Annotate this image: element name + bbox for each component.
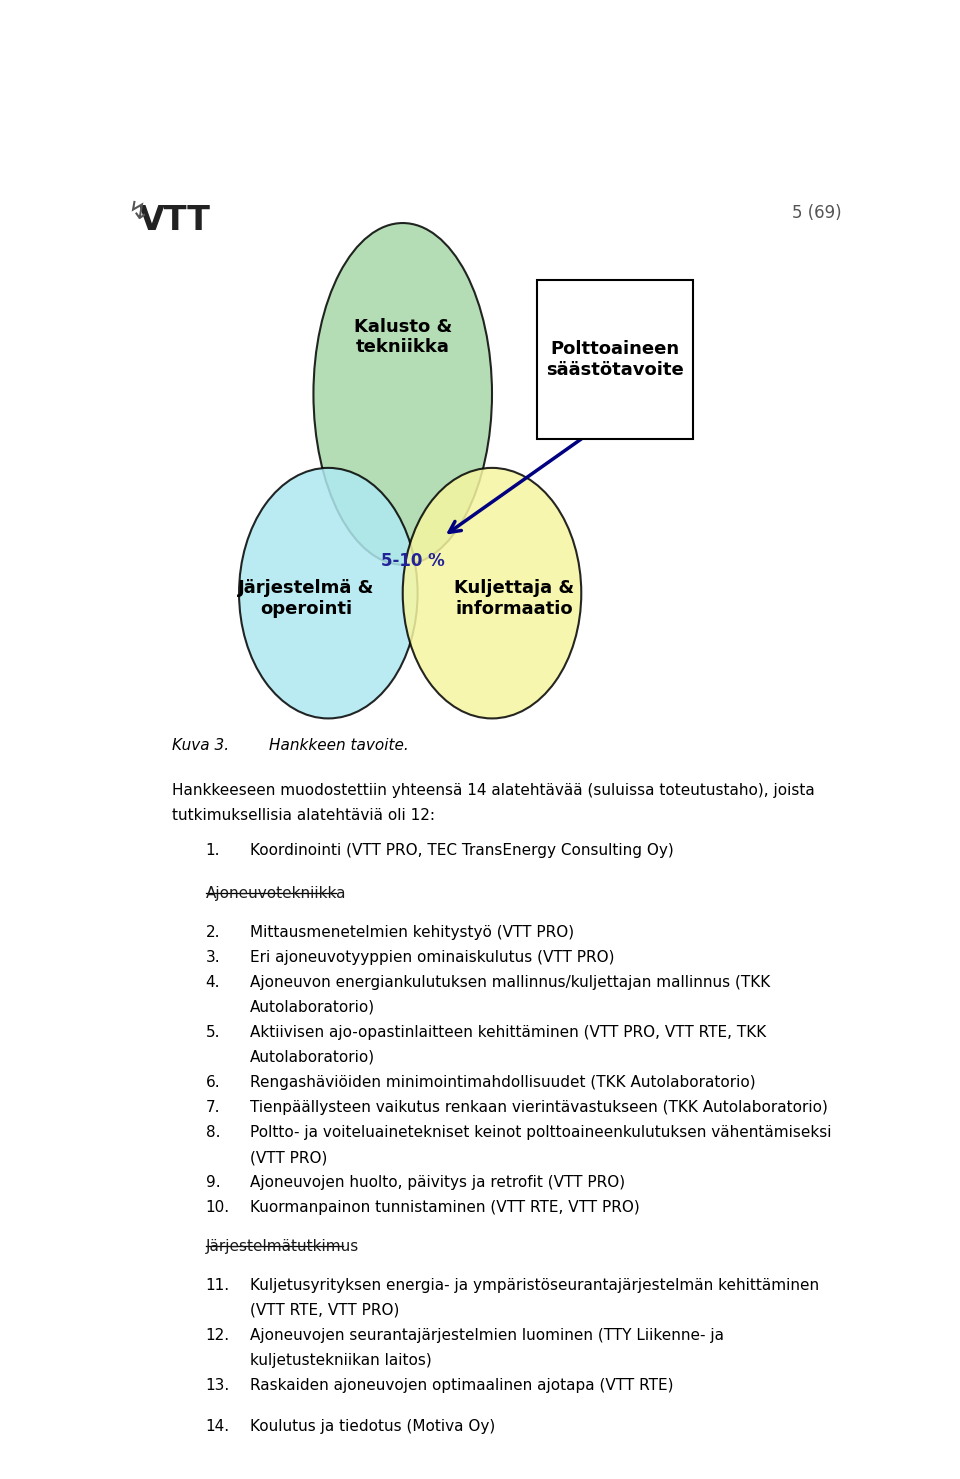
Text: Polttoaineen
säästötavoite: Polttoaineen säästötavoite [546, 340, 684, 379]
Text: Ajoneuvon energiankulutuksen mallinnus/kuljettajan mallinnus (TKK: Ajoneuvon energiankulutuksen mallinnus/k… [251, 975, 771, 989]
Text: Järjestelmä &
operointi: Järjestelmä & operointi [238, 580, 374, 618]
Text: Ajoneuvojen seurantajärjestelmien luominen (TTY Liikenne- ja: Ajoneuvojen seurantajärjestelmien luomin… [251, 1328, 724, 1343]
Text: 8.: 8. [205, 1126, 220, 1140]
Ellipse shape [239, 467, 418, 719]
Text: 9.: 9. [205, 1176, 220, 1191]
Text: (VTT PRO): (VTT PRO) [251, 1151, 327, 1165]
Text: kuljetustekniikan laitos): kuljetustekniikan laitos) [251, 1353, 432, 1368]
Text: Koordinointi (VTT PRO, TEC TransEnergy Consulting Oy): Koordinointi (VTT PRO, TEC TransEnergy C… [251, 843, 674, 858]
Text: 5.: 5. [205, 1025, 220, 1040]
Text: tutkimuksellisia alatehtäviä oli 12:: tutkimuksellisia alatehtäviä oli 12: [172, 809, 435, 824]
Text: Eri ajoneuvotyyppien ominaiskulutus (VTT PRO): Eri ajoneuvotyyppien ominaiskulutus (VTT… [251, 950, 614, 964]
Text: Aktiivisen ajo-opastinlaitteen kehittäminen (VTT PRO, VTT RTE, TKK: Aktiivisen ajo-opastinlaitteen kehittämi… [251, 1025, 766, 1040]
Text: Kuormanpainon tunnistaminen (VTT RTE, VTT PRO): Kuormanpainon tunnistaminen (VTT RTE, VT… [251, 1199, 640, 1216]
Text: 12.: 12. [205, 1328, 229, 1343]
Text: Kuljetusyrityksen energia- ja ympäristöseurantajärjestelmän kehittäminen: Kuljetusyrityksen energia- ja ympäristös… [251, 1278, 819, 1293]
Text: 3.: 3. [205, 950, 220, 964]
Text: 5-10 %: 5-10 % [380, 552, 444, 571]
Text: 11.: 11. [205, 1278, 229, 1293]
Text: 10.: 10. [205, 1199, 229, 1216]
Text: 1.: 1. [205, 843, 220, 858]
Text: Kalusto &
tekniikka: Kalusto & tekniikka [353, 318, 452, 356]
Text: Kuljettaja &
informaatio: Kuljettaja & informaatio [454, 580, 574, 618]
Text: Poltto- ja voiteluainetekniset keinot polttoaineenkulutuksen vähentämiseksi: Poltto- ja voiteluainetekniset keinot po… [251, 1126, 831, 1140]
Text: 14.: 14. [205, 1418, 229, 1433]
Text: 5 (69): 5 (69) [792, 204, 842, 222]
Text: ↯: ↯ [128, 200, 149, 225]
Text: Koulutus ja tiedotus (Motiva Oy): Koulutus ja tiedotus (Motiva Oy) [251, 1418, 495, 1433]
Text: 4.: 4. [205, 975, 220, 989]
Text: Mittausmenetelmien kehitystyö (VTT PRO): Mittausmenetelmien kehitystyö (VTT PRO) [251, 924, 574, 939]
FancyBboxPatch shape [537, 280, 693, 439]
Text: Ajoneuvojen huolto, päivitys ja retrofit (VTT PRO): Ajoneuvojen huolto, päivitys ja retrofit… [251, 1176, 625, 1191]
Text: Hankkeen tavoite.: Hankkeen tavoite. [269, 738, 409, 753]
Text: Rengashäviöiden minimointimahdollisuudet (TKK Autolaboratorio): Rengashäviöiden minimointimahdollisuudet… [251, 1075, 756, 1090]
Ellipse shape [314, 223, 492, 565]
Text: 13.: 13. [205, 1378, 229, 1393]
Text: Järjestelmätutkimus: Järjestelmätutkimus [205, 1239, 359, 1254]
Text: 7.: 7. [205, 1100, 220, 1115]
Text: Tienpäällysteen vaikutus renkaan vierintävastukseen (TKK Autolaboratorio): Tienpäällysteen vaikutus renkaan vierint… [251, 1100, 828, 1115]
Text: Ajoneuvotekniikka: Ajoneuvotekniikka [205, 886, 346, 901]
Ellipse shape [403, 467, 581, 719]
Text: 6.: 6. [205, 1075, 220, 1090]
Text: Hankkeeseen muodostettiin yhteensä 14 alatehtävää (suluissa toteutustaho), joist: Hankkeeseen muodostettiin yhteensä 14 al… [172, 784, 815, 799]
Text: Autolaboratorio): Autolaboratorio) [251, 1050, 375, 1065]
Text: Autolaboratorio): Autolaboratorio) [251, 1000, 375, 1015]
Text: VTT: VTT [138, 204, 210, 237]
Text: (VTT RTE, VTT PRO): (VTT RTE, VTT PRO) [251, 1303, 399, 1318]
Text: Kuva 3.: Kuva 3. [172, 738, 229, 753]
Text: 2.: 2. [205, 924, 220, 939]
Text: Raskaiden ajoneuvojen optimaalinen ajotapa (VTT RTE): Raskaiden ajoneuvojen optimaalinen ajota… [251, 1378, 674, 1393]
